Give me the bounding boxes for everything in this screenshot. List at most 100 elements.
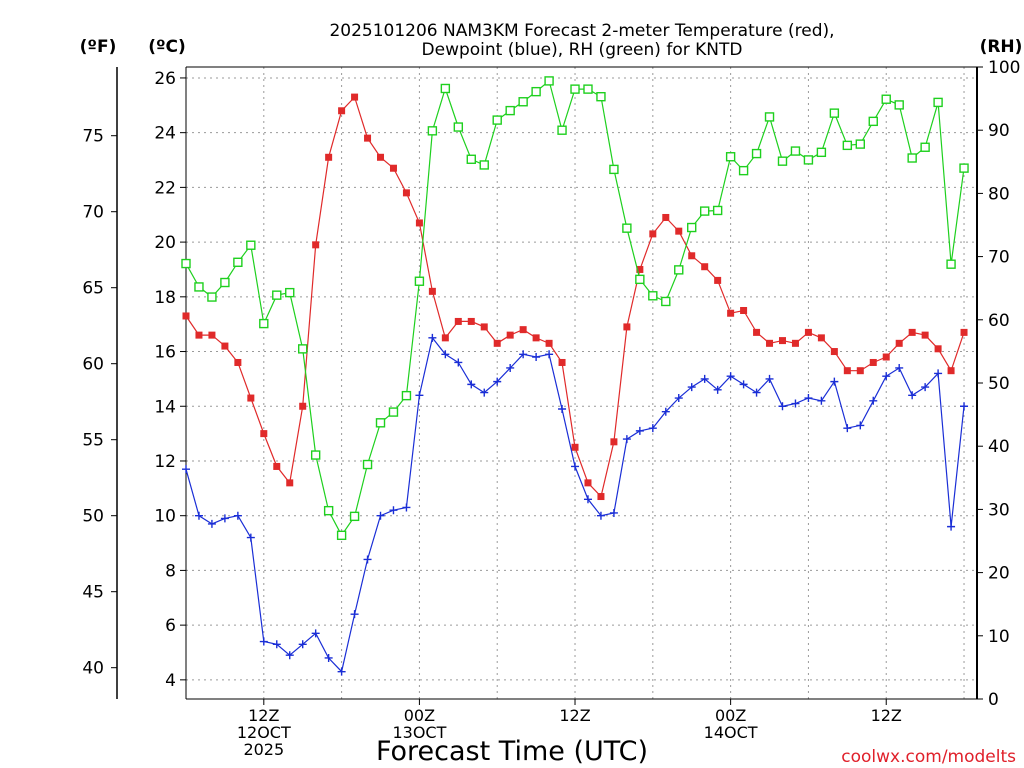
dewpoint-point	[804, 394, 813, 403]
dewpoint-point	[272, 640, 281, 649]
rh-point	[557, 125, 567, 135]
rh-point	[362, 459, 373, 470]
celsius-tick-label: 10	[154, 507, 176, 527]
rh-point	[790, 146, 801, 156]
dewpoint-point	[661, 407, 670, 416]
rh-point	[842, 140, 853, 151]
rh-point	[946, 259, 956, 269]
temperature-point	[636, 265, 644, 273]
celsius-tick-label: 14	[154, 397, 176, 417]
series-2-meter-temperature	[182, 93, 968, 501]
rh-point	[959, 163, 969, 173]
rh-point	[894, 100, 904, 110]
rh-point	[777, 156, 788, 166]
dewpoint-point	[934, 369, 943, 378]
rh-point	[492, 115, 502, 125]
rh-point	[596, 92, 606, 102]
celsius-tick-label: 16	[154, 343, 176, 363]
rh-point	[544, 76, 554, 86]
temperature-point	[247, 394, 255, 402]
temperature-point	[493, 339, 501, 347]
dewpoint-point	[882, 372, 891, 381]
rh-point	[751, 148, 762, 159]
rh-point	[246, 240, 256, 250]
x-tick-label: 12Z	[871, 706, 902, 725]
rh-tick-label: 10	[988, 627, 1010, 647]
temperature-point	[299, 402, 307, 410]
temperature-point	[273, 462, 281, 470]
dewpoint-point	[752, 388, 761, 397]
rh-point	[881, 94, 891, 104]
temperature-point	[778, 337, 786, 345]
dewpoint-point	[960, 402, 969, 411]
temperature-point	[817, 334, 825, 342]
temperature-point	[312, 241, 320, 249]
rh-tick-label: 80	[988, 184, 1010, 204]
rh-point	[738, 165, 749, 176]
temperature-point	[532, 334, 540, 342]
celsius-tick-label: 6	[165, 616, 176, 636]
rh-tick-label: 100	[988, 58, 1020, 78]
temperature-point	[856, 367, 864, 375]
dewpoint-point	[246, 533, 255, 542]
dewpoint-point	[363, 555, 372, 564]
chart-title-line2: Dewpoint (blue), RH (green) for KNTD	[422, 40, 743, 60]
dewpoint-point	[233, 511, 242, 520]
dewpoint-point	[182, 465, 190, 474]
temperature-point	[610, 438, 618, 446]
dewpoint-point	[674, 394, 683, 403]
celsius-tick-label: 8	[165, 561, 176, 581]
rh-point	[622, 223, 632, 233]
rh-tick-label: 0	[988, 690, 999, 710]
dewpoint-point	[791, 399, 800, 408]
dewpoint-point	[337, 667, 346, 676]
dewpoint-point	[609, 508, 618, 517]
rh-point	[712, 205, 723, 216]
rh-point	[285, 287, 295, 298]
dewpoint-point	[350, 610, 359, 619]
x-tick-label: 12Z	[248, 706, 279, 725]
fahrenheit-tick-label: 40	[82, 659, 104, 679]
rh-point	[427, 126, 438, 136]
dewpoint-point	[259, 637, 268, 646]
dewpoint-point	[571, 462, 580, 471]
temperature-point	[649, 230, 657, 238]
x-tick-label: 2025	[243, 740, 284, 759]
temperature-point	[415, 219, 423, 227]
temperature-point	[895, 339, 903, 347]
temperature-point	[830, 348, 838, 356]
rh-point	[920, 142, 930, 152]
series-layer	[181, 76, 969, 676]
dewpoint-point	[545, 350, 554, 359]
rh-point	[401, 390, 412, 401]
dewpoint-point	[947, 522, 956, 531]
dewpoint-point	[220, 514, 229, 523]
rh-point	[505, 105, 515, 116]
x-tick-label: 13OCT	[392, 723, 446, 742]
dewpoint-point	[415, 391, 424, 400]
dewpoint-point	[389, 506, 398, 515]
temperature-point	[727, 309, 735, 317]
rh-point	[635, 274, 645, 285]
temperature-point	[506, 331, 514, 339]
rh-point	[298, 344, 308, 354]
fahrenheit-tick-label: 45	[82, 583, 104, 603]
temperature-point	[389, 164, 397, 172]
celsius-tick-label: 18	[154, 288, 176, 308]
rh-point	[583, 84, 593, 94]
temperature-point	[351, 93, 359, 101]
series-dewpoint	[182, 333, 969, 676]
rh-point	[933, 97, 943, 108]
temperature-point	[740, 306, 748, 314]
dewpoint-point	[376, 511, 385, 520]
x-tick-label: 00Z	[715, 706, 746, 725]
dewpoint-point	[817, 396, 826, 405]
rh-point	[674, 265, 684, 275]
temperature-point	[662, 213, 670, 221]
temperature-point	[208, 331, 216, 339]
rh-tick-label: 20	[988, 564, 1010, 584]
x-tick-label: 14OCT	[704, 723, 758, 742]
temperature-point	[701, 263, 709, 271]
celsius-tick-label: 26	[154, 69, 176, 89]
temperature-point	[480, 323, 488, 331]
